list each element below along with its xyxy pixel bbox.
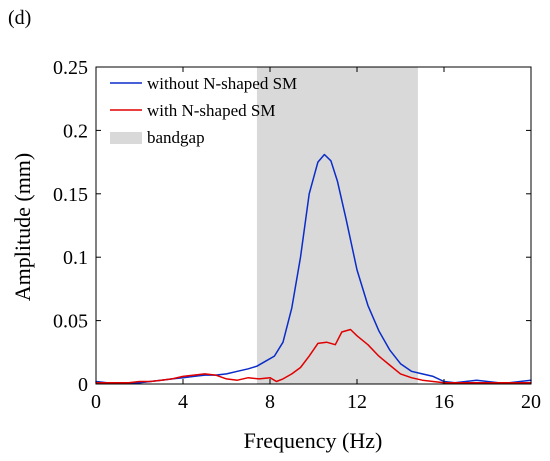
x-tick-label: 12 xyxy=(347,391,367,413)
bandgap-region xyxy=(256,67,418,384)
panel-label: (d) xyxy=(8,7,31,29)
legend: without N-shaped SM with N-shaped SM ban… xyxy=(110,74,297,147)
y-tick-label: 0.25 xyxy=(53,57,88,79)
y-axis-title: Amplitude (mm) xyxy=(10,153,35,301)
x-tick-label: 0 xyxy=(91,391,101,413)
x-tick-label: 4 xyxy=(178,391,188,413)
series-line-1 xyxy=(95,328,532,384)
legend-swatch-bandgap xyxy=(110,132,142,144)
legend-label-without: without N-shaped SM xyxy=(147,74,297,93)
x-tick-label: 20 xyxy=(521,391,541,413)
y-tick-label: 0.2 xyxy=(63,120,88,142)
legend-label-with: with N-shaped SM xyxy=(147,101,275,120)
y-tick-label: 0 xyxy=(78,374,88,396)
x-axis-title: Frequency (Hz) xyxy=(244,428,383,453)
y-tick-label: 0.05 xyxy=(53,311,88,333)
y-tick-label: 0.15 xyxy=(53,184,88,206)
x-tick-label: 8 xyxy=(265,391,275,413)
y-tick-label: 0.1 xyxy=(63,247,88,269)
x-tick-label: 16 xyxy=(434,391,454,413)
plot-frame xyxy=(95,66,532,385)
legend-label-bandgap: bandgap xyxy=(147,128,205,147)
